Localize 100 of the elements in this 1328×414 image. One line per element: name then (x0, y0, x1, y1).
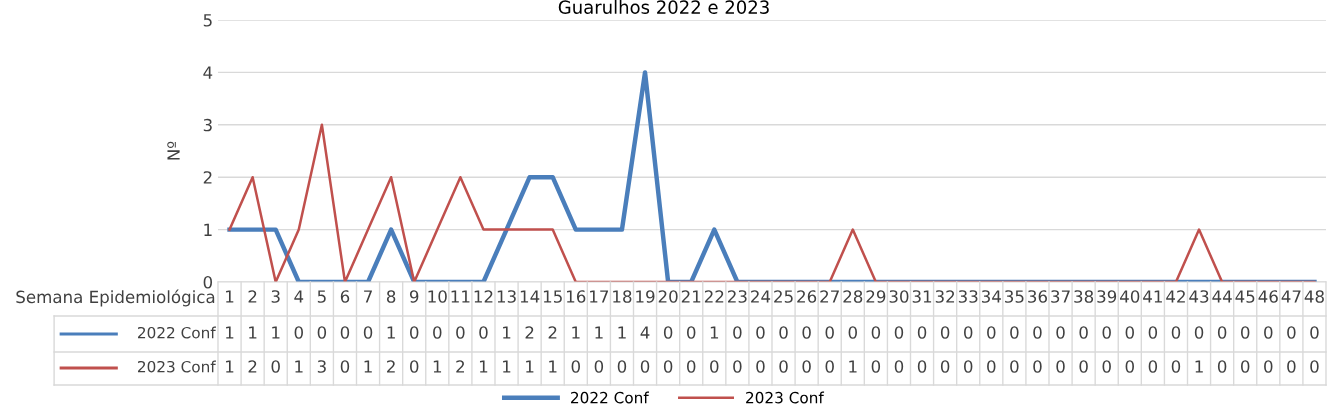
x-tick-label: 1 (226, 290, 234, 303)
x-tick-label: 26 (797, 290, 817, 303)
data-label: 0 (1125, 326, 1134, 339)
data-label: 0 (940, 360, 950, 373)
x-axis-title: Semana Epidemiológica (16, 289, 215, 307)
data-label: 0 (894, 360, 904, 373)
data-label: 0 (825, 360, 834, 373)
x-tick-label: 9 (409, 290, 419, 303)
x-tick-label: 46 (1258, 290, 1278, 303)
y-tick-label: 3 (203, 118, 212, 132)
data-label: 0 (1264, 360, 1273, 373)
data-label: 0 (987, 326, 996, 339)
data-label: 0 (340, 360, 350, 373)
data-label: 1 (387, 326, 395, 339)
x-tick-label: 32 (935, 290, 955, 303)
data-label: 0 (1010, 326, 1019, 339)
data-label: 0 (340, 326, 350, 339)
data-label: 2 (456, 360, 465, 373)
data-label: 0 (594, 360, 604, 373)
x-tick-label: 43 (1189, 290, 1209, 303)
data-label: 0 (1102, 360, 1111, 373)
x-tick-label: 38 (1074, 290, 1094, 303)
data-label: 0 (1102, 326, 1111, 339)
x-tick-label: 5 (317, 290, 326, 303)
y-tick-label: 4 (203, 66, 213, 79)
data-label: 0 (779, 326, 788, 339)
y-tick-label: 5 (203, 14, 212, 27)
x-tick-label: 42 (1166, 290, 1185, 303)
data-label: 0 (410, 360, 419, 373)
data-label: 0 (410, 326, 419, 339)
data-label: 0 (687, 326, 696, 339)
x-tick-label: 8 (386, 290, 396, 303)
data-label: 0 (756, 360, 765, 373)
x-tick-label: 14 (520, 290, 540, 303)
x-tick-label: 39 (1097, 290, 1117, 303)
data-label: 0 (802, 326, 811, 339)
data-label: 0 (1056, 326, 1065, 339)
data-label: 0 (1033, 326, 1042, 339)
x-tick-label: 41 (1143, 290, 1162, 303)
data-label: 0 (1056, 360, 1065, 373)
data-label: 0 (1194, 326, 1204, 339)
data-label: 0 (571, 360, 580, 373)
data-label: 0 (756, 326, 765, 339)
data-label: 0 (1287, 360, 1296, 373)
x-tick-label: 44 (1212, 290, 1232, 303)
data-label: 0 (1171, 326, 1181, 339)
data-label: 1 (572, 326, 580, 339)
data-label: 0 (1217, 326, 1227, 339)
data-label: 1 (1195, 360, 1203, 373)
data-label: 1 (433, 360, 442, 373)
data-label: 0 (825, 326, 834, 339)
data-label: 0 (663, 326, 673, 339)
data-label: 0 (940, 326, 950, 339)
data-label: 0 (640, 360, 650, 373)
x-tick-label: 47 (1281, 290, 1301, 303)
data-label: 1 (272, 326, 280, 339)
data-label: 0 (871, 326, 881, 339)
data-label: 1 (503, 360, 511, 373)
x-tick-label: 28 (843, 290, 863, 303)
x-tick-label: 6 (340, 290, 350, 303)
x-tick-label: 16 (567, 290, 586, 303)
x-tick-label: 2 (248, 290, 257, 303)
x-tick-label: 11 (451, 290, 470, 303)
data-label: 0 (687, 360, 696, 373)
data-label: 0 (964, 360, 973, 373)
data-label: 0 (456, 326, 465, 339)
data-label: 1 (618, 326, 626, 339)
x-tick-label: 10 (428, 290, 447, 303)
data-label: 0 (1148, 326, 1158, 339)
x-tick-label: 23 (727, 290, 747, 303)
x-tick-label: 4 (294, 290, 304, 303)
x-tick-label: 37 (1051, 290, 1070, 303)
x-tick-label: 27 (820, 290, 839, 303)
data-label: 1 (249, 326, 257, 339)
data-label: 0 (987, 360, 996, 373)
x-tick-label: 20 (658, 290, 678, 303)
data-label: 0 (363, 326, 373, 339)
y-tick-label: 0 (203, 275, 213, 289)
x-tick-label: 36 (1028, 290, 1048, 303)
x-tick-label: 30 (889, 290, 909, 303)
data-label: 0 (1079, 326, 1088, 339)
x-tick-label: 40 (1120, 290, 1140, 303)
data-label: 1 (226, 360, 234, 373)
data-label: 0 (1264, 326, 1273, 339)
y-tick-label: 1 (204, 223, 212, 236)
x-tick-label: 34 (981, 290, 1001, 303)
data-label: 2 (248, 360, 257, 373)
data-label: 3 (317, 360, 326, 373)
data-label: 1 (849, 360, 857, 373)
x-tick-label: 33 (958, 290, 978, 303)
data-label: 0 (733, 360, 742, 373)
data-label: 1 (595, 326, 603, 339)
data-label: 0 (1079, 360, 1088, 373)
data-label: 0 (663, 360, 673, 373)
x-tick-label: 3 (271, 290, 280, 303)
data-label: 0 (433, 326, 442, 339)
y-axis-title: Nº (167, 141, 180, 160)
data-label: 1 (549, 360, 557, 373)
x-tick-label: 15 (543, 290, 562, 303)
data-label: 0 (617, 360, 627, 373)
